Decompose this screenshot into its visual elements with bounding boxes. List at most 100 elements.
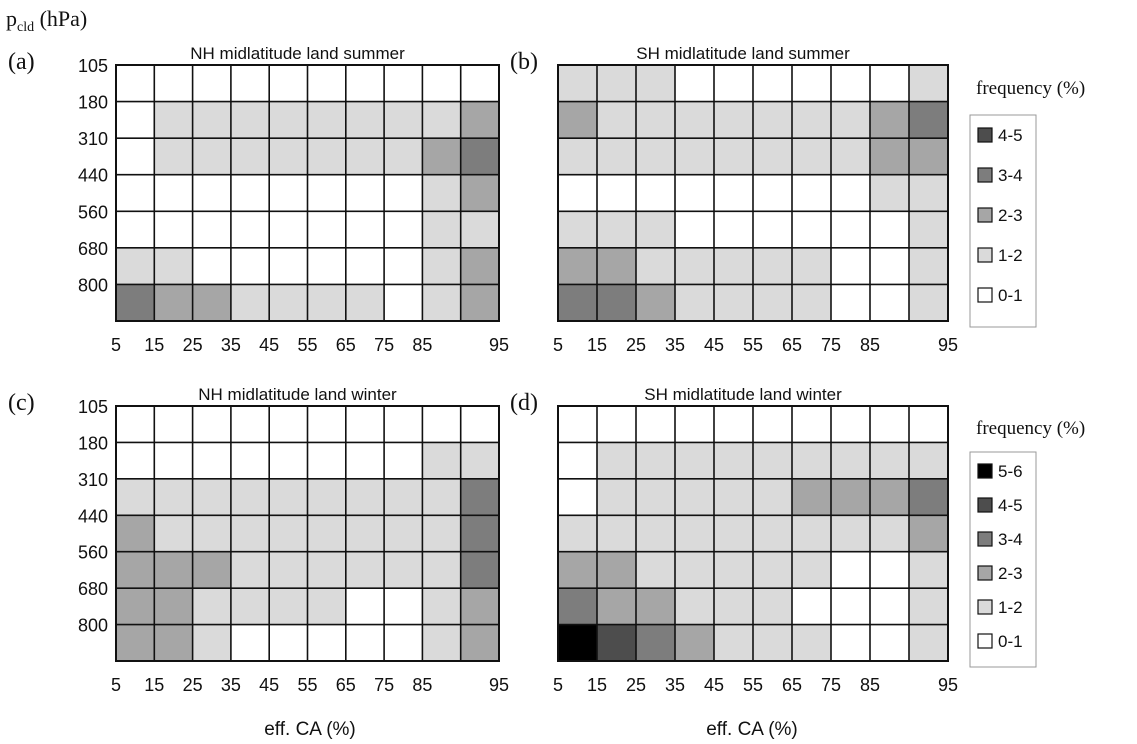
y-tick-label: 105 xyxy=(78,397,108,417)
heatmap-cell xyxy=(307,588,347,626)
heatmap-cell xyxy=(870,406,910,443)
panel-letter: (a) xyxy=(8,49,35,75)
legend-swatch xyxy=(977,599,993,615)
heatmap-cell xyxy=(909,211,949,249)
heatmap-cell xyxy=(636,284,676,322)
heatmap-cell xyxy=(154,442,194,480)
heatmap-cell xyxy=(345,101,385,139)
heatmap-cell xyxy=(384,174,423,212)
heatmap-cell xyxy=(558,101,598,139)
y-tick-label: 800 xyxy=(78,616,108,636)
y-tick-label: 680 xyxy=(78,239,108,259)
x-tick-label: 75 xyxy=(821,675,841,695)
y-tick-label: 180 xyxy=(78,433,108,453)
heatmap-cell xyxy=(384,551,423,589)
heatmap-cell xyxy=(675,211,715,249)
x-axis-label-left: eff. CA (%) xyxy=(264,719,356,740)
heatmap-cell xyxy=(422,101,462,139)
heatmap-cell xyxy=(714,624,754,662)
heatmap-cell xyxy=(460,65,500,103)
heatmap-cell xyxy=(345,442,385,480)
heatmap-cell xyxy=(345,406,385,443)
heatmap-cell xyxy=(597,624,637,662)
heatmap-cell xyxy=(384,406,423,443)
heatmap-cell xyxy=(597,174,637,212)
legend-swatch xyxy=(977,565,993,581)
heatmap-cell xyxy=(116,101,155,139)
heatmap-cell xyxy=(230,65,270,103)
heatmap-cell xyxy=(192,588,232,626)
x-tick-label: 35 xyxy=(665,335,685,355)
heatmap-cell xyxy=(597,65,637,103)
heatmap-cell xyxy=(597,101,637,139)
heatmap-cell xyxy=(384,588,423,626)
heatmap-cell xyxy=(154,138,194,176)
heatmap-cell xyxy=(558,478,598,516)
heatmap-cell xyxy=(460,138,500,176)
heatmap-cell xyxy=(792,138,832,176)
heatmap-cell xyxy=(116,551,155,589)
x-tick-label: 15 xyxy=(144,675,164,695)
heatmap-cell xyxy=(831,442,871,480)
heatmap-cell xyxy=(558,65,598,103)
heatmap-cell xyxy=(636,478,676,516)
legend-swatch xyxy=(977,127,993,143)
heatmap-cell xyxy=(230,551,270,589)
heatmap-cell xyxy=(269,247,308,285)
heatmap-cell xyxy=(558,442,598,480)
heatmap-cell xyxy=(345,284,385,322)
heatmap-cell xyxy=(909,174,949,212)
heatmap-cell xyxy=(870,247,910,285)
heatmap-cell xyxy=(831,101,871,139)
heatmap-cell xyxy=(154,478,194,516)
heatmap-cell xyxy=(422,211,462,249)
heatmap-cell xyxy=(558,211,598,249)
heatmap-cell xyxy=(831,588,871,626)
heatmap-cell xyxy=(154,101,194,139)
heatmap-cell xyxy=(792,406,832,443)
heatmap-cell xyxy=(384,442,423,480)
heatmap-cell xyxy=(307,551,347,589)
heatmap-cell xyxy=(154,284,194,322)
heatmap-cell xyxy=(192,406,232,443)
heatmap-cell xyxy=(909,101,949,139)
heatmap-cell xyxy=(384,478,423,516)
heatmap-cell xyxy=(154,624,194,662)
x-tick-label: 5 xyxy=(553,675,563,695)
heatmap-cell xyxy=(307,65,347,103)
heatmap-cell xyxy=(307,174,347,212)
heatmap-cell xyxy=(558,551,598,589)
heatmap-cell xyxy=(192,624,232,662)
y-axis-label: pcld (hPa) xyxy=(6,6,87,35)
heatmap-cell xyxy=(422,284,462,322)
heatmap-cell xyxy=(597,138,637,176)
heatmap-cell xyxy=(714,551,754,589)
x-tick-label: 95 xyxy=(489,335,509,355)
heatmap-cell xyxy=(714,247,754,285)
x-tick-label: 65 xyxy=(336,335,356,355)
heatmap-cell xyxy=(345,247,385,285)
heatmap-cell xyxy=(230,442,270,480)
panel-letter: (d) xyxy=(510,390,538,416)
heatmap-cell xyxy=(792,65,832,103)
heatmap-cell xyxy=(154,515,194,553)
heatmap-cell xyxy=(831,624,871,662)
heatmap-cell xyxy=(307,624,347,662)
heatmap-cell xyxy=(422,406,462,443)
heatmap-cell xyxy=(675,588,715,626)
panel-a: NH midlatitude land summer (a) 105 180 310 44… xyxy=(8,44,509,355)
heatmap-cell xyxy=(307,478,347,516)
heatmap-cell xyxy=(230,478,270,516)
heatmap-cell xyxy=(909,551,949,589)
heatmap-cell xyxy=(384,247,423,285)
heatmap-cell xyxy=(116,211,155,249)
y-tick-label: 560 xyxy=(78,543,108,563)
heatmap-cell xyxy=(460,478,500,516)
y-axis-label-main: p xyxy=(6,6,17,31)
heatmap-cell xyxy=(558,515,598,553)
heatmap-cell xyxy=(116,478,155,516)
heatmap-cell xyxy=(558,138,598,176)
x-tick-label: 35 xyxy=(221,335,241,355)
heatmap-cell xyxy=(636,247,676,285)
heatmap-cell xyxy=(116,442,155,480)
